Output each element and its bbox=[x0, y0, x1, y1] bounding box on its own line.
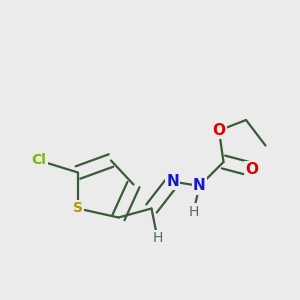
Text: O: O bbox=[212, 123, 226, 138]
Text: Cl: Cl bbox=[32, 154, 46, 167]
Text: O: O bbox=[245, 162, 259, 177]
Text: N: N bbox=[166, 174, 179, 189]
Text: S: S bbox=[73, 202, 83, 215]
Text: H: H bbox=[188, 205, 199, 218]
Text: H: H bbox=[152, 232, 163, 245]
Text: N: N bbox=[193, 178, 206, 194]
